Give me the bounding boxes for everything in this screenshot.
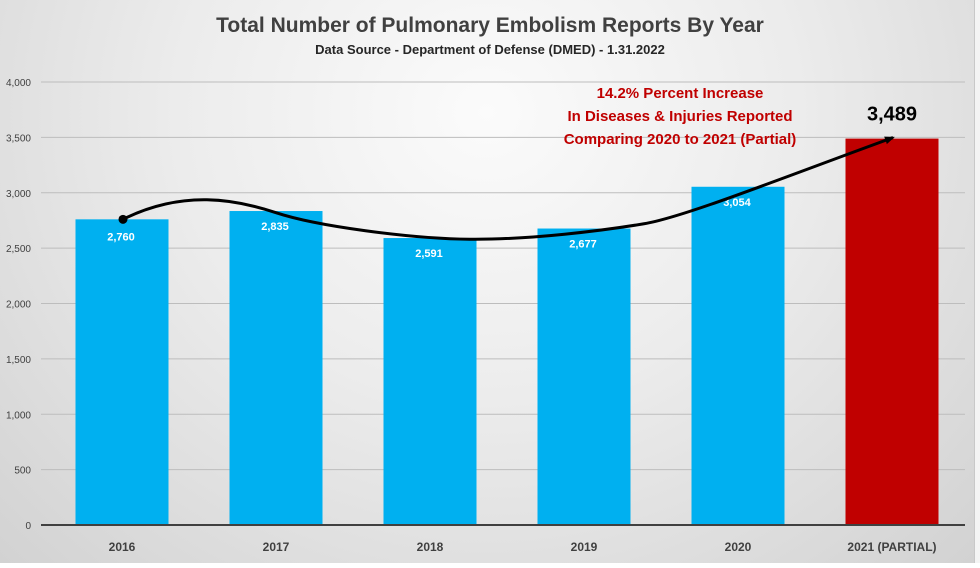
trend-arrow [122, 136, 895, 241]
right-edge [974, 0, 980, 563]
y-tick-label: 4,000 [6, 78, 31, 89]
y-axis-ticks: 0 500 1,000 1,500 2,000 2,500 3,000 3,500 4,000 [6, 78, 31, 532]
y-tick-label: 2,500 [6, 244, 31, 255]
y-tick-label: 500 [14, 466, 31, 477]
bar-2020 [691, 186, 785, 525]
data-label: 2,760 [107, 231, 135, 243]
bars [75, 138, 939, 525]
y-tick-label: 1,500 [6, 355, 31, 366]
bar-2021 [845, 138, 939, 525]
chart-title: Total Number of Pulmonary Embolism Repor… [216, 14, 764, 37]
data-label: 3,489 [867, 104, 917, 126]
bar-2018 [383, 238, 477, 525]
bar-2019 [537, 228, 631, 525]
annotation-line: In Diseases & Injuries Reported [567, 108, 792, 125]
annotation-line: 14.2% Percent Increase [597, 85, 764, 102]
y-tick-label: 2,000 [6, 300, 31, 311]
x-tick-label: 2016 [109, 540, 136, 554]
bar-2016 [75, 219, 169, 525]
data-label: 2,835 [261, 221, 289, 233]
x-tick-label: 2018 [417, 540, 444, 554]
gridlines [41, 81, 965, 471]
y-tick-label: 3,500 [6, 133, 31, 144]
x-tick-label: 2017 [263, 540, 290, 554]
y-tick-label: 0 [25, 521, 31, 532]
y-tick-label: 3,000 [6, 189, 31, 200]
annotation-text: 14.2% Percent Increase In Diseases & Inju… [564, 85, 797, 148]
data-label: 2,677 [569, 239, 597, 251]
data-label: 3,054 [723, 197, 751, 209]
trend-arrow-start-dot [118, 214, 128, 224]
annotation-line: Comparing 2020 to 2021 (Partial) [564, 131, 797, 148]
x-tick-label: 2020 [725, 540, 752, 554]
data-label: 2,591 [415, 248, 443, 260]
x-tick-label: 2019 [571, 540, 598, 554]
bar-2017 [229, 211, 323, 525]
data-labels: 2,760 2,835 2,591 2,677 3,054 3,489 [107, 104, 917, 260]
x-axis-ticks: 2016 2017 2018 2019 2020 2021 (PARTIAL) [109, 540, 937, 554]
x-tick-label: 2021 (PARTIAL) [847, 540, 936, 554]
chart-subtitle: Data Source - Department of Defense (DME… [315, 42, 665, 57]
y-tick-label: 1,000 [6, 410, 31, 421]
